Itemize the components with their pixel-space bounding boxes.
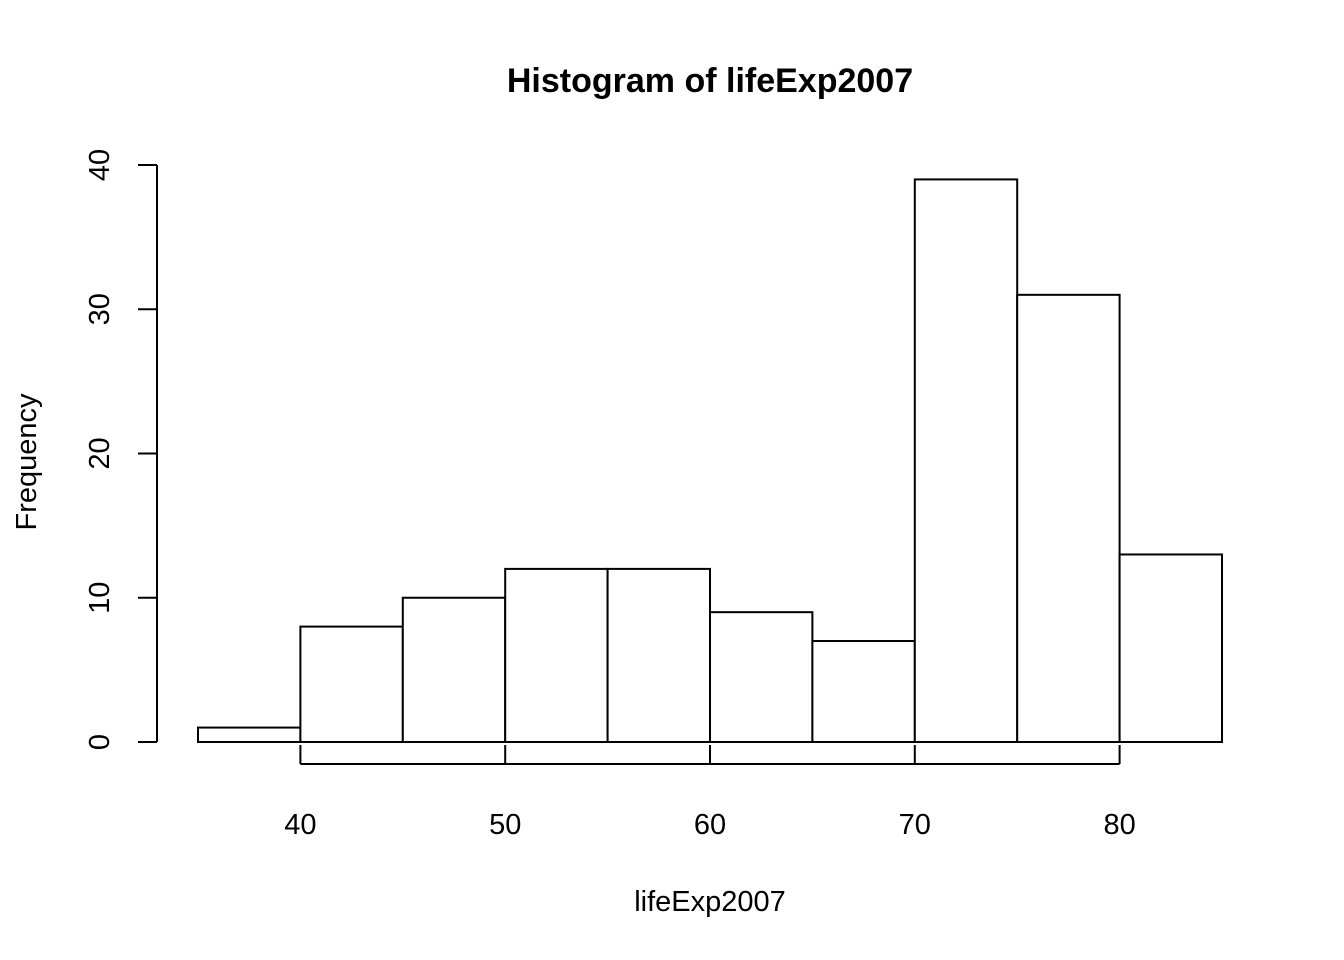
x-tick-label: 80	[1103, 809, 1135, 841]
histogram-bar-6	[709, 611, 814, 743]
plot-bars	[197, 178, 1223, 744]
histogram-bar-8	[913, 178, 1019, 744]
x-axis: 40 50 60 70 80	[284, 745, 1136, 841]
y-tick-label: 30	[84, 293, 116, 325]
x-tick-label: 60	[694, 809, 726, 841]
x-axis-label: lifeExp2007	[634, 886, 786, 918]
y-tick-label: 10	[84, 582, 116, 614]
y-tick-label: 0	[84, 734, 116, 750]
y-axis-label: Frequency	[11, 393, 43, 531]
histogram-bar-2	[299, 625, 404, 743]
histogram-bar-3	[401, 596, 507, 743]
x-tick-label: 70	[899, 809, 931, 841]
histogram-bar-5	[606, 567, 711, 744]
histogram-bar-7	[811, 640, 916, 744]
histogram-bar-4	[504, 567, 609, 744]
y-tick-label: 40	[84, 149, 116, 181]
chart-title: Histogram of lifeExp2007	[507, 62, 913, 100]
histogram-bar-10	[1118, 553, 1223, 743]
y-tick-label: 20	[84, 437, 116, 469]
histogram-bar-1	[197, 726, 302, 744]
x-tick-label: 50	[489, 809, 521, 841]
y-axis: 0 10 20 30 40	[84, 149, 158, 750]
histogram-bar-9	[1016, 293, 1121, 743]
x-tick-label: 40	[284, 809, 316, 841]
